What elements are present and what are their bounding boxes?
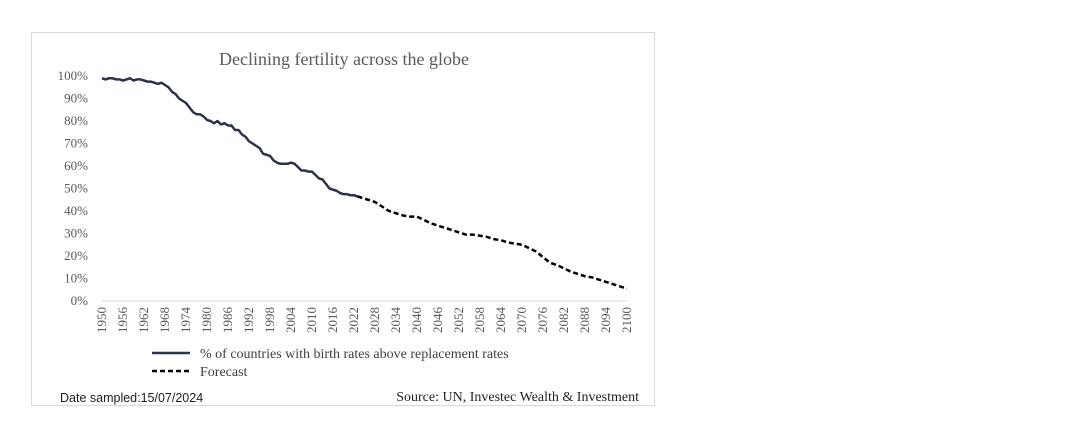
x-tick-label: 2034 xyxy=(388,307,403,334)
series-line-observed xyxy=(101,77,358,198)
x-tick-label: 1986 xyxy=(220,307,235,334)
x-tick-label: 2064 xyxy=(493,307,508,334)
legend-label-observed: % of countries with birth rates above re… xyxy=(200,347,509,362)
x-tick-label: 1992 xyxy=(241,307,256,333)
legend: % of countries with birth rates above re… xyxy=(152,347,509,380)
y-tick-label: 30% xyxy=(64,226,88,241)
x-tick-label: 2070 xyxy=(514,307,529,333)
y-tick-label: 20% xyxy=(64,248,88,263)
x-tick-label: 2046 xyxy=(430,307,445,334)
x-tick-label: 2022 xyxy=(346,307,361,333)
x-tick-label: 2016 xyxy=(325,307,340,334)
plot-lines xyxy=(101,77,628,290)
source-label: Source: UN, Investec Wealth & Investment xyxy=(396,390,639,405)
y-tick-label: 0% xyxy=(71,293,89,308)
x-tick-label: 2076 xyxy=(535,307,550,334)
x-tick-label: 2082 xyxy=(556,307,571,333)
x-tick-label: 2094 xyxy=(598,307,613,334)
series-line-forecast xyxy=(357,195,628,290)
y-tick-label: 100% xyxy=(58,68,89,83)
x-tick-label: 2004 xyxy=(283,307,298,334)
x-axis-ticks: 1950 1956 1962 1968 1974 1980 1986 1992 1998 2004… xyxy=(94,300,634,334)
chart-svg: Declining fertility across the globe 0% 1… xyxy=(58,49,639,405)
x-tick-label: 2088 xyxy=(577,307,592,333)
x-tick-label: 1974 xyxy=(178,307,193,334)
x-tick-label: 2028 xyxy=(367,307,382,333)
y-tick-label: 60% xyxy=(64,158,88,173)
y-tick-label: 80% xyxy=(64,113,88,128)
y-tick-label: 50% xyxy=(64,181,88,196)
x-tick-label: 1968 xyxy=(157,307,172,333)
date-sampled-label: Date sampled:15/07/2024 xyxy=(60,391,203,405)
chart-container: Declining fertility across the globe 0% 1… xyxy=(31,32,655,406)
x-tick-label: 2040 xyxy=(409,307,424,333)
x-tick-label: 2052 xyxy=(451,307,466,333)
x-tick-label: 1962 xyxy=(136,307,151,333)
x-tick-label: 2100 xyxy=(619,307,634,333)
x-tick-label: 2058 xyxy=(472,307,487,333)
y-axis-ticks: 0% 10% 20% 30% 40% 50% 60% 70% 80% 90% 100% xyxy=(58,68,89,308)
x-tick-label: 1950 xyxy=(94,307,109,333)
x-tick-label: 1956 xyxy=(115,307,130,334)
x-tick-label: 2010 xyxy=(304,307,319,333)
y-tick-label: 90% xyxy=(64,91,88,106)
x-tick-label: 1980 xyxy=(199,307,214,333)
y-tick-label: 70% xyxy=(64,136,88,151)
x-tick-label: 1998 xyxy=(262,307,277,333)
y-tick-label: 40% xyxy=(64,203,88,218)
y-tick-label: 10% xyxy=(64,271,88,286)
chart-title: Declining fertility across the globe xyxy=(219,49,469,69)
legend-label-forecast: Forecast xyxy=(200,365,248,380)
